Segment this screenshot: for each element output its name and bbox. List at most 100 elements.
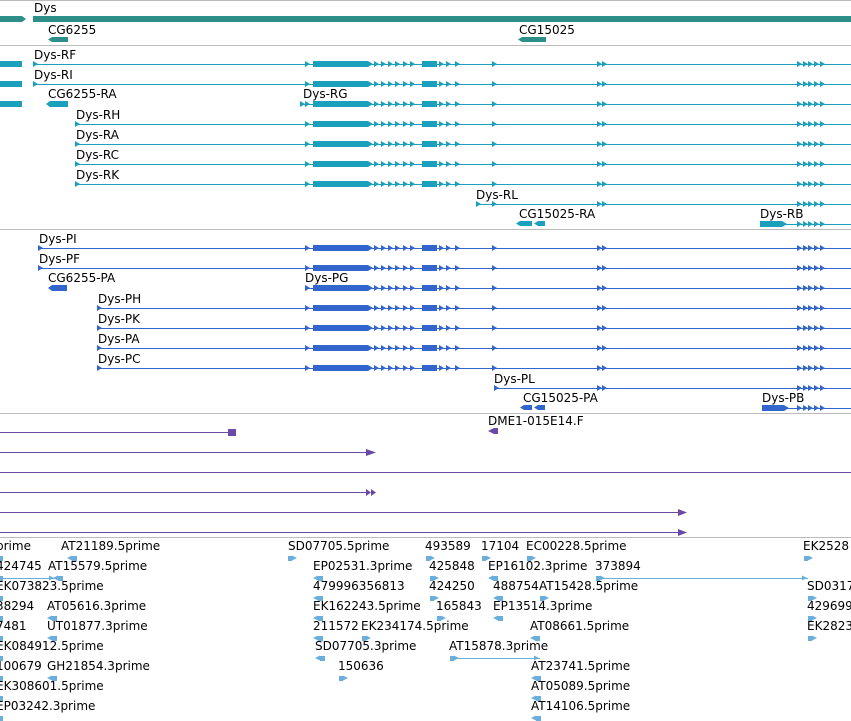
rna-feature-cg15025-ra[interactable]: CG15025-RA: [516, 207, 596, 226]
est-label-e19: SD0317: [807, 579, 851, 593]
est-feature-e10[interactable]: EP02531.3prime: [313, 559, 412, 581]
cdna-label-dme1-015e14: DME1-015E14.F: [488, 414, 584, 428]
est-label-e10: EP02531.3prime: [313, 559, 412, 573]
est-feature-e21[interactable]: AT05616.3prime: [47, 599, 146, 621]
est-feature-e08[interactable]: 424745: [0, 559, 55, 581]
protein-feature-dys-pc[interactable]: Dys-PC: [97, 352, 851, 371]
est-feature-e39[interactable]: EK308601.5prime: [0, 679, 104, 701]
rna-feature-dys-rc[interactable]: Dys-RC: [75, 148, 851, 167]
est-feature-e29[interactable]: EK234174.5prime: [361, 619, 469, 641]
gene-feature-cg15025[interactable]: CG15025: [518, 23, 575, 42]
est-feature-e37[interactable]: 150636: [338, 659, 384, 681]
est-label-e34: AT15878.3prime: [449, 639, 548, 653]
est-feature-e04[interactable]: 493589: [425, 539, 471, 561]
est-feature-e11[interactable]: 425848: [429, 559, 475, 581]
est-feature-e30[interactable]: AT08661.5prime: [530, 619, 629, 641]
rna-feature-cg6255-ra[interactable]: CG6255-RA: [46, 87, 117, 107]
est-label-e29: EK234174.5prime: [361, 619, 469, 633]
protein-feature-dys-pk[interactable]: Dys-PK: [97, 312, 851, 331]
est-feature-e31[interactable]: EK2823: [807, 619, 851, 641]
est-label-e24: EP13514.3prime: [493, 599, 592, 613]
est-feature-e36[interactable]: GH21854.3prime: [47, 659, 150, 681]
est-feature-e42[interactable]: AT14106.5prime: [531, 699, 630, 721]
est-feature-e35[interactable]: 100679: [0, 659, 42, 681]
protein-feature-cg6255-pa[interactable]: CG6255-PA: [48, 271, 116, 291]
est-feature-e41[interactable]: EP03242.3prime: [0, 699, 95, 721]
est-feature-e09[interactable]: AT15579.5prime: [48, 559, 147, 581]
rna-label-dys-rl: Dys-RL: [476, 188, 518, 202]
protein-track: Dys-PI Dys-PF Dys-PH Dys-PK Dys-PA Dys-PC Dys-…: [38, 232, 851, 411]
rna-feature-dys-rk[interactable]: Dys-RK: [75, 168, 851, 187]
est-label-e14: EK073823.5prime: [0, 579, 104, 593]
protein-feature-dys-pf[interactable]: Dys-PF: [38, 252, 851, 271]
protein-feature-dys-pa[interactable]: Dys-PA: [97, 332, 851, 351]
protein-feature-dys-pl[interactable]: Dys-PL: [494, 372, 851, 391]
est-feature-e26[interactable]: 7481: [0, 619, 27, 641]
cdna-track: DME1-015E14.F: [0, 414, 851, 536]
rna-label-dys-ri: Dys-RI: [34, 68, 73, 82]
est-label-e32: EK084912.5prime: [0, 639, 104, 653]
est-feature-e16[interactable]: 424250: [429, 579, 475, 601]
est-feature-e24[interactable]: EP13514.3prime: [493, 599, 592, 621]
est-label-e36: GH21854.3prime: [47, 659, 150, 673]
est-label-e39: EK308601.5prime: [0, 679, 104, 693]
protein-label-cg15025-pa: CG15025-PA: [523, 391, 599, 405]
est-label-e23: 165843: [436, 599, 482, 613]
est-feature-e01[interactable]: prime: [0, 539, 31, 561]
cdna-alignment-1[interactable]: [0, 429, 236, 436]
protein-feature-dys-pi[interactable]: Dys-PI: [38, 232, 851, 251]
est-feature-e25[interactable]: 429699: [807, 599, 851, 621]
est-feature-e06[interactable]: EC00228.5prime: [526, 539, 627, 561]
gene-feature-dys[interactable]: Dys: [0, 1, 851, 22]
protein-feature-cg15025-pa[interactable]: CG15025-PA: [520, 391, 599, 410]
est-label-e31: EK2823: [807, 619, 851, 633]
protein-label-dys-pi: Dys-PI: [39, 232, 77, 246]
rna-feature-dys-rf[interactable]: Dys-RF: [33, 48, 851, 67]
est-feature-e02[interactable]: AT21189.5prime: [61, 539, 160, 561]
est-feature-e38[interactable]: AT23741.5prime: [531, 659, 630, 681]
rna-feature-dys-ri[interactable]: Dys-RI: [33, 68, 851, 87]
rna-feature-dys-rh[interactable]: Dys-RH: [75, 108, 851, 127]
cdna-alignment-4[interactable]: [0, 489, 376, 496]
est-feature-e03[interactable]: SD07705.5prime: [288, 539, 389, 561]
est-feature-e13[interactable]: 373894: [595, 559, 808, 581]
est-feature-e22[interactable]: EK162243.5prime: [313, 599, 421, 621]
est-feature-e07[interactable]: EK2528: [803, 539, 849, 561]
est-track: prime AT21189.5prime SD07705.5prime 493589 1…: [0, 539, 851, 721]
est-feature-e18[interactable]: AT15428.5prime: [539, 579, 638, 601]
protein-label-dys-pg: Dys-PG: [305, 271, 348, 285]
est-feature-e15[interactable]: 479996356813: [313, 579, 405, 601]
est-label-e08: 424745: [0, 559, 42, 573]
rna-feature-dys-ra[interactable]: Dys-RA: [75, 128, 851, 147]
est-feature-e14[interactable]: EK073823.5prime: [0, 579, 104, 601]
protein-feature-dys-pg[interactable]: [305, 285, 851, 291]
cdna-alignment-6[interactable]: [0, 529, 687, 536]
est-feature-e20[interactable]: 38294: [0, 599, 34, 621]
est-feature-e12[interactable]: EP16102.3prime: [488, 559, 587, 581]
protein-label-cg6255-pa: CG6255-PA: [48, 271, 116, 285]
est-feature-e40[interactable]: AT05089.5prime: [531, 679, 630, 701]
protein-label-dys-pb: Dys-PB: [762, 391, 804, 405]
rna-feature-dys-rl[interactable]: Dys-RL: [476, 188, 851, 207]
est-feature-e34[interactable]: AT15878.3prime: [449, 639, 548, 661]
est-label-e13: 373894: [595, 559, 641, 573]
est-feature-e23[interactable]: 165843: [436, 599, 482, 621]
est-feature-e33[interactable]: SD07705.3prime: [315, 639, 416, 661]
est-feature-e19[interactable]: SD0317: [807, 579, 851, 601]
est-label-e12: EP16102.3prime: [488, 559, 587, 573]
rna-feature-dys-rb[interactable]: Dys-RB: [760, 207, 851, 227]
est-feature-e05[interactable]: 17104: [481, 539, 519, 561]
est-feature-e32[interactable]: EK084912.5prime: [0, 639, 104, 661]
est-feature-e27[interactable]: UT01877.3prime: [47, 619, 148, 641]
rna-track: Dys-RF Dys-RI Dys-RH Dys-RA Dys-RC Dys-RK Dys-…: [0, 48, 851, 227]
cdna-alignment-5[interactable]: [0, 509, 687, 516]
protein-feature-dys-pb[interactable]: Dys-PB: [762, 391, 851, 411]
gene-feature-cg6255[interactable]: CG6255: [48, 23, 96, 42]
est-feature-e28[interactable]: 211572: [313, 619, 359, 641]
est-label-e02: AT21189.5prime: [61, 539, 160, 553]
cdna-alignment-2[interactable]: [0, 449, 376, 456]
cdna-feature-dme1-015e14[interactable]: DME1-015E14.F: [488, 414, 584, 434]
protein-feature-dys-ph[interactable]: Dys-PH: [97, 292, 851, 311]
rna-feature-dys-rg[interactable]: [300, 101, 851, 107]
est-feature-e17[interactable]: 488754: [493, 579, 539, 601]
